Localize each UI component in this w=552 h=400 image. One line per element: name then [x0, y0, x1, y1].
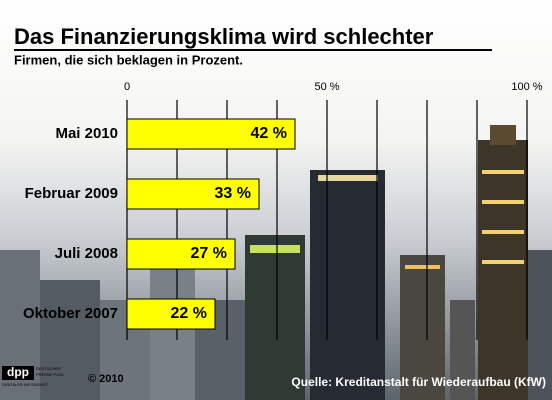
logo-text: DIGITALER INFODIENST [2, 382, 49, 387]
bar [126, 178, 260, 210]
logo-box [2, 366, 34, 380]
x-tick-label: 0 [124, 81, 130, 93]
source: Quelle: Kreditanstalt für Wiederaufbau (… [291, 375, 546, 389]
logo: dpp [7, 365, 29, 379]
category-label: Februar 2009 [25, 185, 118, 202]
chart-title: Das Finanzierungsklima wird schlechter [14, 24, 434, 49]
value-label: 33 % [215, 185, 251, 202]
logo-text: PRESSE POOL [36, 372, 65, 377]
logo-text: DEUTSCHER [36, 366, 61, 371]
x-tick-label: 100 % [511, 81, 542, 93]
x-tick-label: 50 % [314, 81, 339, 93]
category-label: Oktober 2007 [23, 305, 118, 322]
chart-subtitle: Firmen, die sich beklagen in Prozent. [14, 52, 243, 67]
value-label: 42 % [251, 125, 287, 142]
value-label: 27 % [191, 245, 227, 262]
category-label: Juli 2008 [55, 245, 118, 262]
bar [126, 238, 236, 270]
copyright: © 2010 [88, 373, 124, 385]
category-label: Mai 2010 [55, 125, 118, 142]
bar [126, 298, 216, 330]
bar [126, 118, 296, 150]
value-label: 22 % [171, 305, 207, 322]
